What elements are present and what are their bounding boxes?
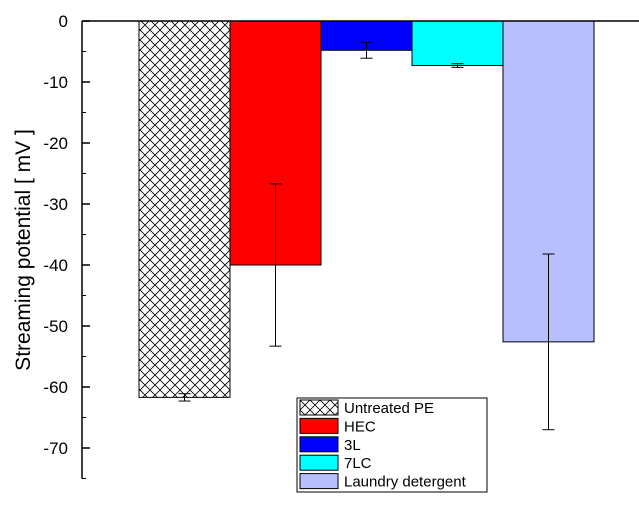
legend-label: Untreated PE	[344, 400, 434, 417]
y-axis: 0 -10 -20 -30 -40 -50 -60 -70	[43, 12, 639, 479]
y-tick-label: -50	[43, 317, 68, 336]
legend-swatch	[299, 399, 339, 416]
error-bar-3l	[360, 41, 373, 59]
error-bars-layer	[178, 41, 555, 431]
y-tick-label: -30	[43, 195, 68, 214]
legend-swatch	[299, 417, 339, 434]
legend-swatch	[299, 436, 339, 453]
y-tick-label: 0	[59, 12, 68, 31]
error-bar-hec	[269, 183, 282, 347]
y-axis-title: Streaming potential [ mV ]	[12, 129, 35, 371]
legend-label: 3L	[344, 437, 361, 454]
legend-swatch	[299, 473, 339, 490]
error-bar-untreated-pe	[178, 393, 191, 402]
y-tick-label: -60	[43, 378, 68, 397]
y-tick-label: -40	[43, 256, 68, 275]
bar-7lc	[411, 20, 504, 67]
error-bar-7lc	[451, 63, 464, 68]
error-bar-laundry-detergent	[542, 253, 555, 431]
bar-untreated-pe	[138, 20, 231, 398]
legend-label: Laundry detergent	[344, 474, 467, 491]
bars-layer	[138, 20, 595, 398]
y-tick-label: -10	[43, 73, 68, 92]
legend-label: HEC	[344, 418, 376, 435]
legend-label: 7LC	[344, 455, 372, 472]
legend-swatch	[299, 454, 339, 471]
y-tick-label: -70	[43, 439, 68, 458]
y-tick-label: -20	[43, 134, 68, 153]
